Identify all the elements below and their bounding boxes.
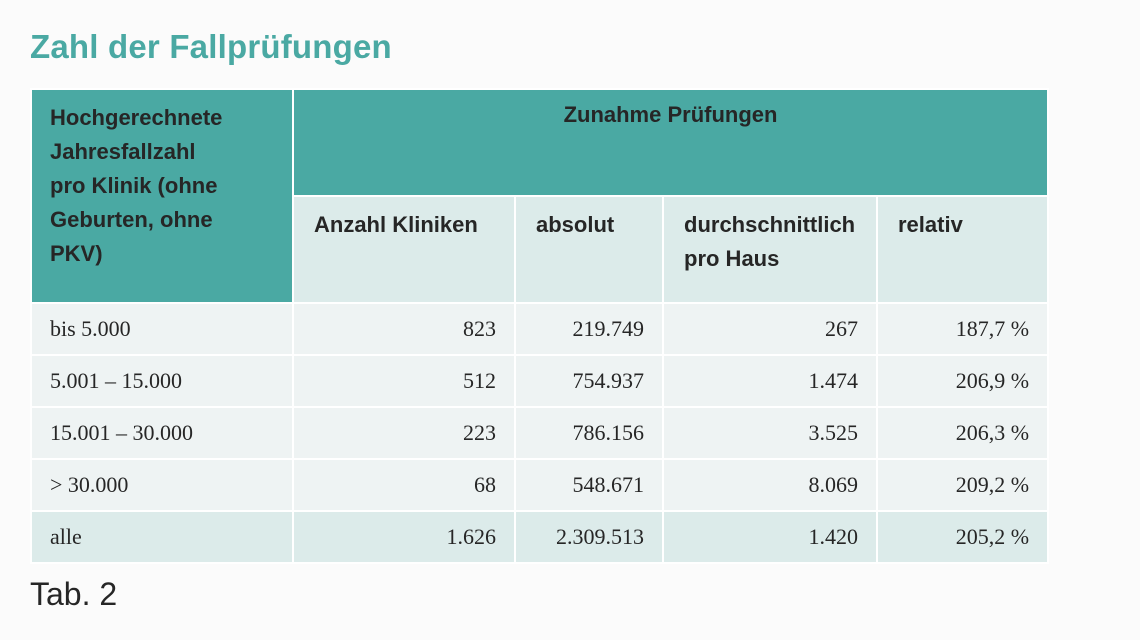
row-label: 5.001 – 15.000 [30, 354, 294, 408]
table-caption: Tab. 2 [30, 576, 118, 612]
cell-durchschnittlich: 8.069 [662, 458, 878, 512]
row-label: alle [30, 510, 294, 564]
table-row: > 30.000 68 548.671 8.069 209,2 % [30, 458, 1050, 512]
cell-anzahl-kliniken: 1.626 [292, 510, 516, 564]
cell-relativ: 209,2 % [875, 458, 1050, 512]
table-row-total: alle 1.626 2.309.513 1.420 205,2 % [30, 510, 1050, 564]
cell-anzahl-kliniken: 223 [292, 406, 516, 460]
cell-absolut: 2.309.513 [514, 510, 664, 564]
column-header-line: Anzahl Kliniken [314, 212, 478, 237]
column-header-anzahl-kliniken: Anzahl Kliniken [292, 195, 516, 304]
case-audit-table: Hochgerechnete Jahresfallzahl pro Klinik… [30, 88, 1050, 564]
column-header-line: relativ [898, 212, 963, 237]
page-title: Zahl der Fallprüfungen [30, 28, 392, 65]
column-header-relativ: relativ [875, 195, 1050, 304]
row-label: 15.001 – 30.000 [30, 406, 294, 460]
cell-absolut: 754.937 [514, 354, 664, 408]
cell-absolut: 786.156 [514, 406, 664, 460]
row-header-line: Jahresfallzahl [50, 139, 196, 164]
cell-relativ: 206,9 % [875, 354, 1050, 408]
column-header-line: durchschnittlich [684, 212, 856, 237]
row-header-line: PKV) [50, 241, 103, 266]
table-row: 5.001 – 15.000 512 754.937 1.474 206,9 % [30, 354, 1050, 408]
cell-durchschnittlich: 1.474 [662, 354, 878, 408]
cell-durchschnittlich: 1.420 [662, 510, 878, 564]
cell-absolut: 548.671 [514, 458, 664, 512]
cell-anzahl-kliniken: 512 [292, 354, 516, 408]
table-row: 15.001 – 30.000 223 786.156 3.525 206,3 … [30, 406, 1050, 460]
cell-absolut: 219.749 [514, 302, 664, 356]
cell-anzahl-kliniken: 823 [292, 302, 516, 356]
row-header-line: pro Klinik (ohne [50, 173, 218, 198]
cell-relativ: 187,7 % [875, 302, 1050, 356]
column-header-line: absolut [536, 212, 615, 237]
row-label: bis 5.000 [30, 302, 294, 356]
row-header-title: Hochgerechnete Jahresfallzahl pro Klinik… [30, 88, 294, 304]
cell-durchschnittlich: 267 [662, 302, 878, 356]
row-header-line: Hochgerechnete [50, 105, 223, 130]
cell-anzahl-kliniken: 68 [292, 458, 516, 512]
cell-relativ: 205,2 % [875, 510, 1050, 564]
cell-durchschnittlich: 3.525 [662, 406, 878, 460]
column-header-line: pro Haus [684, 246, 780, 271]
column-header-absolut: absolut [514, 195, 664, 304]
column-header-durchschnittlich: durchschnittlich pro Haus [662, 195, 878, 304]
row-header-line: Geburten, ohne [50, 207, 213, 232]
group-header: Zunahme Prüfungen [291, 88, 1050, 197]
row-label: > 30.000 [30, 458, 294, 512]
table-row: bis 5.000 823 219.749 267 187,7 % [30, 302, 1050, 356]
cell-relativ: 206,3 % [875, 406, 1050, 460]
